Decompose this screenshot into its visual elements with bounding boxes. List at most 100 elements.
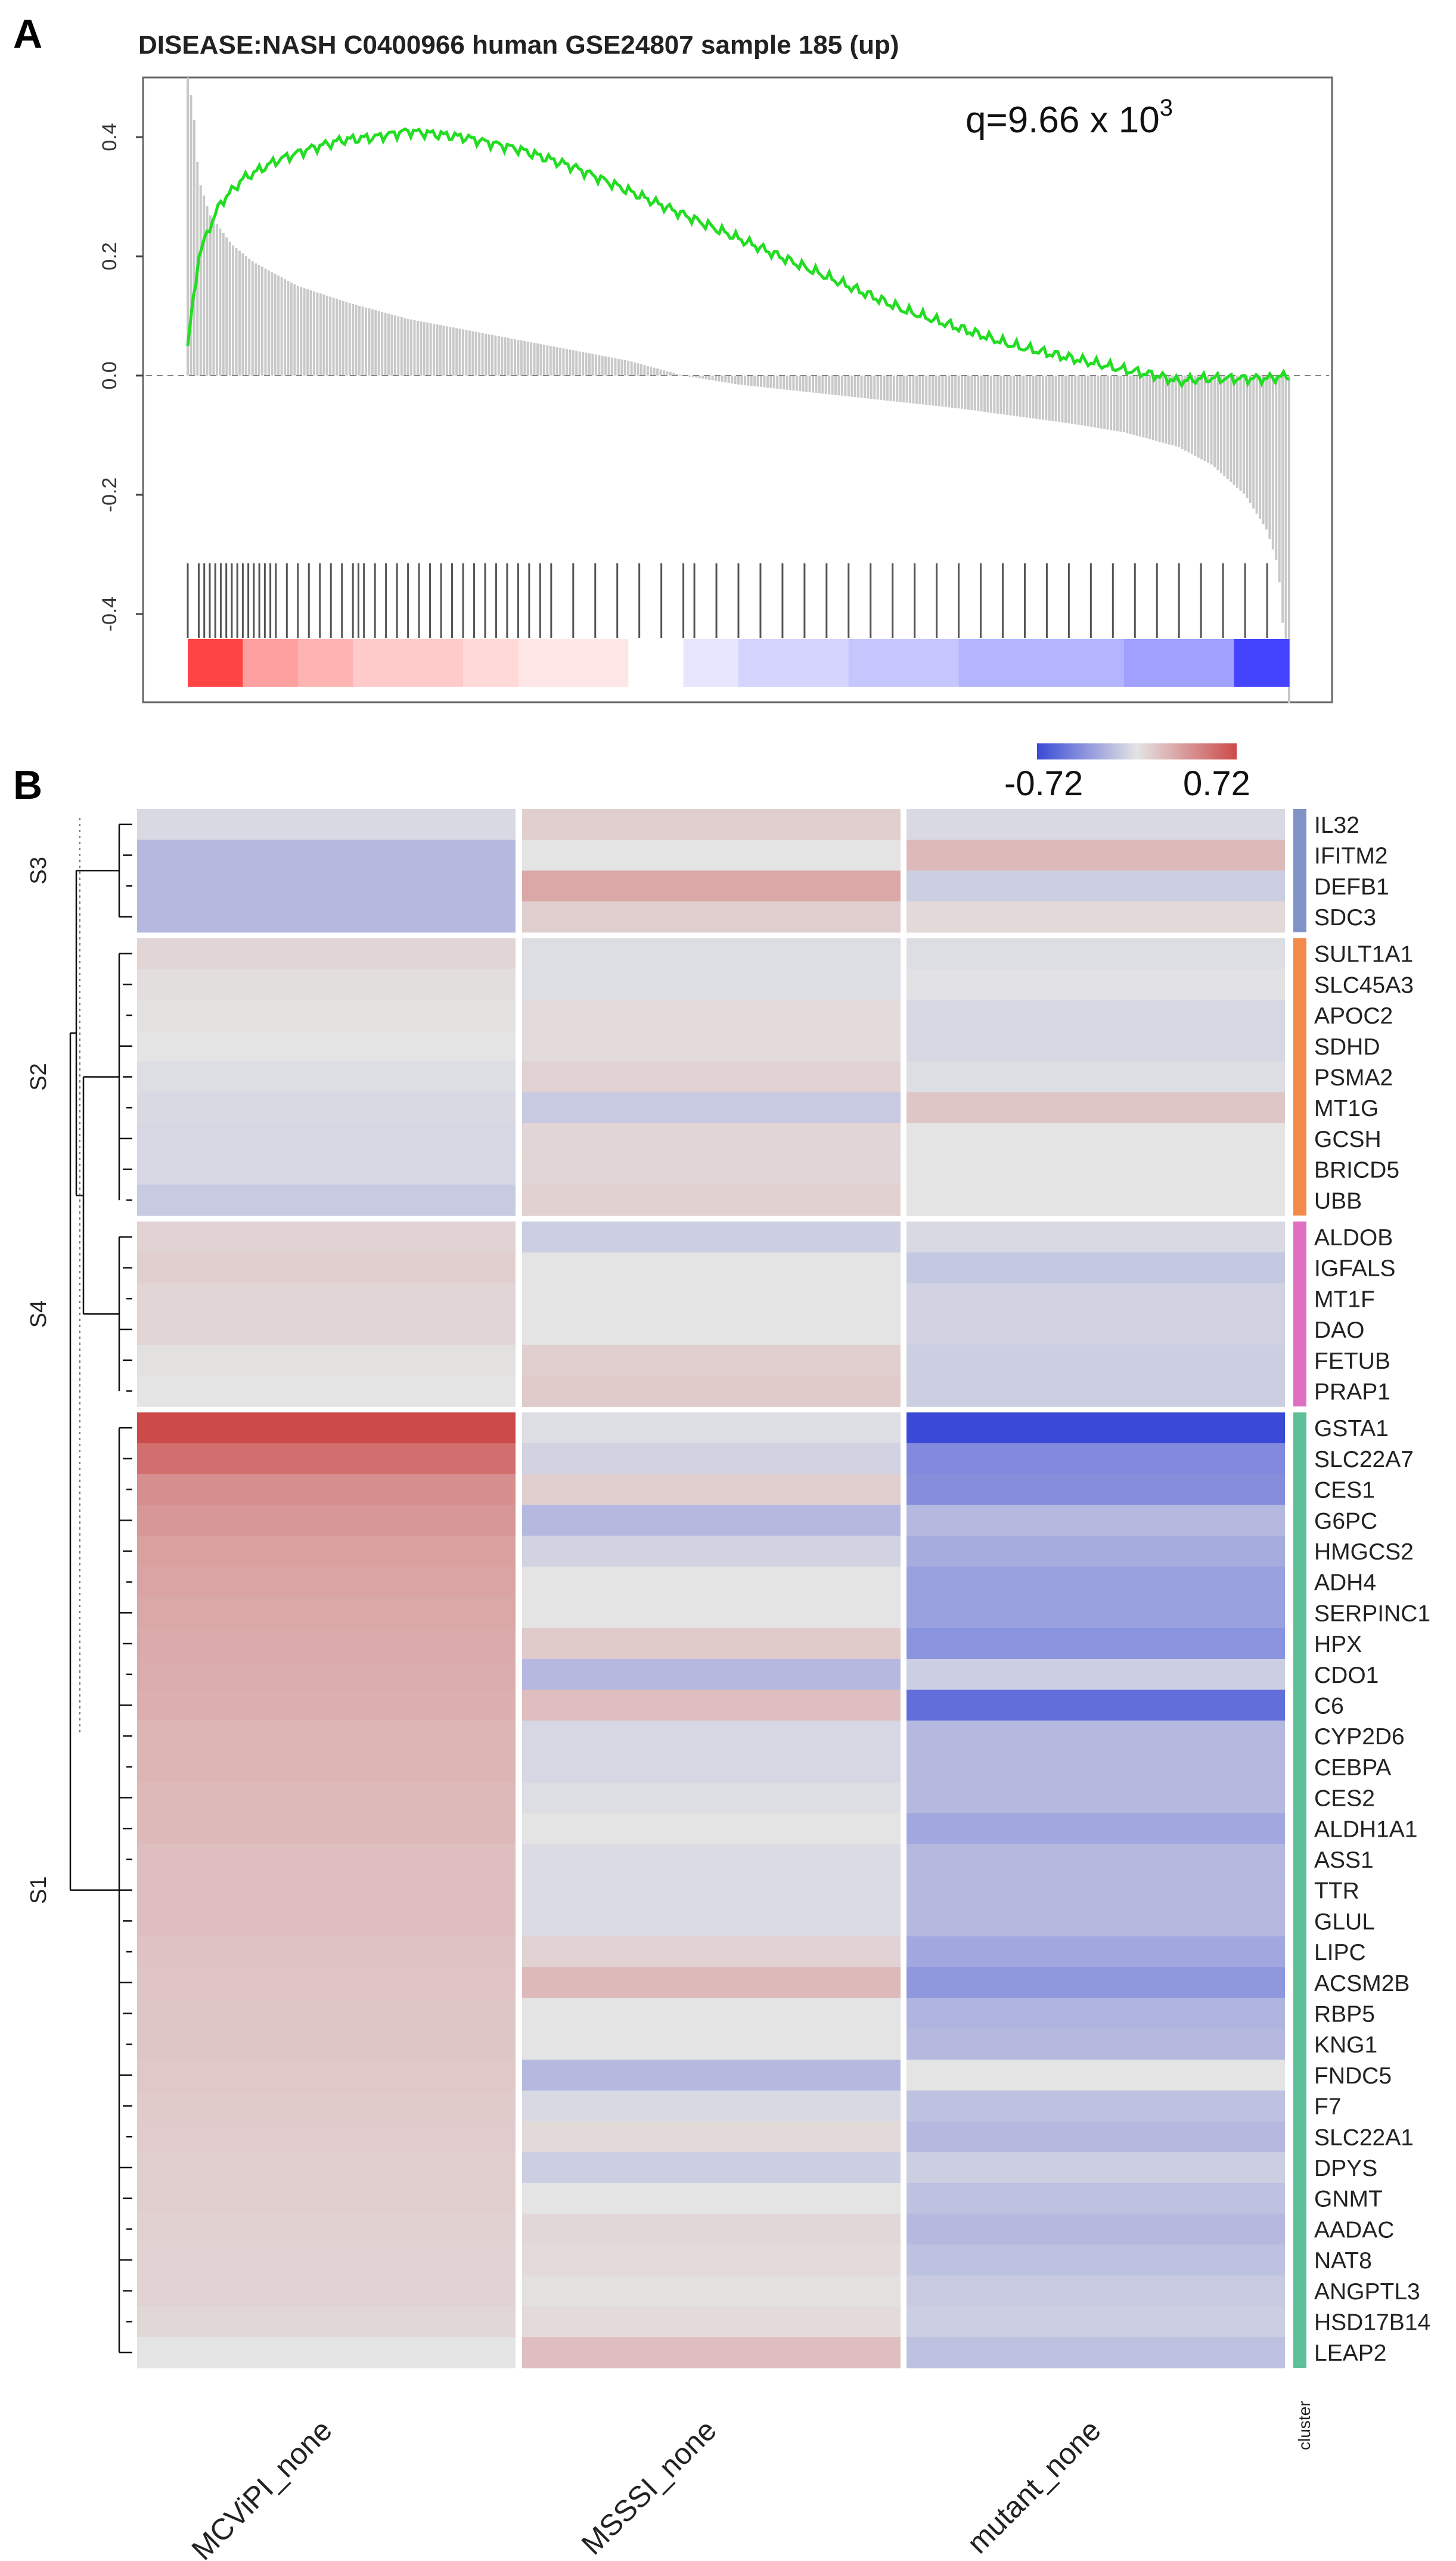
heatmap-cell — [137, 1905, 516, 1937]
heatmap-cell — [137, 1813, 516, 1844]
heatmap-cell — [522, 2337, 901, 2368]
panel-a-label: A — [13, 11, 42, 57]
row-dendrogram — [69, 818, 132, 2354]
heatmap-cell — [906, 1412, 1285, 1444]
heatmap-cell — [906, 1905, 1285, 1937]
cluster-labels: S3 S2 S4 S1 — [26, 857, 51, 1904]
heatmap-cell — [906, 2275, 1285, 2307]
gene-label: ASS1 — [1314, 1847, 1374, 1873]
heatmap-cell — [522, 901, 901, 933]
rank-color-segment — [1123, 639, 1179, 687]
heatmap-cell — [137, 1375, 516, 1407]
heatmap-cell — [137, 1628, 516, 1660]
rank-color-segment — [793, 639, 849, 687]
rank-colorbar — [188, 639, 1290, 687]
heatmap-cell — [137, 1252, 516, 1284]
heatmap-cell — [522, 809, 901, 841]
column-label: mutant_none — [961, 2413, 1107, 2560]
heatmap-cell — [137, 2090, 516, 2122]
cluster-color-bar — [1293, 938, 1306, 1216]
heatmap-cell — [522, 1154, 901, 1185]
heatmap-cell — [906, 839, 1285, 871]
cluster-color-bar — [1293, 1221, 1306, 1407]
gene-label: CYP2D6 — [1314, 1724, 1405, 1750]
heatmap-cell — [906, 1597, 1285, 1629]
cluster-color-bar — [1293, 1412, 1306, 2368]
gene-label: HSD17B14 — [1314, 2309, 1430, 2335]
gene-label: ALDH1A1 — [1314, 1816, 1417, 1842]
heatmap-cell — [137, 2275, 516, 2307]
heatmap-cell — [906, 870, 1285, 902]
gene-label: CDO1 — [1314, 1663, 1379, 1688]
gene-label: NAT8 — [1314, 2248, 1372, 2274]
heatmap-cell — [522, 870, 901, 902]
heatmap-cell — [906, 1375, 1285, 1407]
heatmap-cell — [522, 1936, 901, 1968]
heatmap-cells — [137, 809, 1285, 2368]
heatmap-cell — [522, 1844, 901, 1875]
rank-color-segment — [188, 639, 243, 687]
heatmap-cell — [522, 1782, 901, 1813]
heatmap-cell — [522, 2306, 901, 2337]
heatmap-cell — [906, 1443, 1285, 1475]
heatmap-cell — [137, 1998, 516, 2029]
heatmap-cell — [906, 1000, 1285, 1031]
gene-label: CEBPA — [1314, 1755, 1391, 1781]
gene-label: MT1F — [1314, 1286, 1375, 1312]
heatmap-cell — [137, 1967, 516, 1999]
gene-label: HPX — [1314, 1632, 1362, 1657]
gene-label: HMGCS2 — [1314, 1539, 1414, 1565]
heatmap-cell — [906, 2337, 1285, 2368]
heatmap-cell — [137, 1000, 516, 1031]
heatmap-cell — [137, 1344, 516, 1376]
heatmap-cell — [137, 938, 516, 970]
gene-label: CES1 — [1314, 1478, 1375, 1503]
heatmap-cell — [906, 1967, 1285, 1999]
heatmap-cell — [906, 1344, 1285, 1376]
heatmap-cell — [906, 1061, 1285, 1093]
gene-label: TTR — [1314, 1878, 1359, 1904]
heatmap-cell — [522, 1536, 901, 1567]
legend-min-label: -0.72 — [1004, 764, 1083, 803]
panel-a-plot-frame — [142, 76, 1333, 703]
heatmap-cell — [906, 2090, 1285, 2122]
heatmap-cell — [522, 1505, 901, 1536]
heatmap-cell — [906, 1844, 1285, 1875]
heatmap-cell — [522, 1874, 901, 1906]
heatmap-cell — [522, 2090, 901, 2122]
legend-max-label: 0.72 — [1183, 764, 1250, 803]
heatmap-cell — [522, 1252, 901, 1284]
panel-a-title: DISEASE:NASH C0400966 human GSE24807 sam… — [138, 30, 899, 60]
q-value-exponent: 3 — [1160, 95, 1173, 121]
rank-color-segment — [1014, 639, 1069, 687]
cluster-label: S3 — [26, 857, 51, 884]
rank-color-segment — [1234, 639, 1290, 687]
gene-label: SDHD — [1314, 1034, 1380, 1060]
heatmap-cell — [522, 1566, 901, 1598]
heatmap-cell — [137, 809, 516, 841]
heatmap-cell — [906, 1813, 1285, 1844]
heatmap-cell — [522, 1221, 901, 1253]
heatmap-cell — [137, 1443, 516, 1475]
heatmap-cell — [137, 1123, 516, 1155]
heatmap-cell — [906, 1123, 1285, 1155]
heatmap-cell — [906, 1283, 1285, 1314]
heatmap-cell — [906, 1505, 1285, 1536]
rank-color-segment — [628, 639, 684, 687]
panel-a-y-axis: 0.4 0.2 0.0 -0.2 -0.4 — [98, 123, 143, 631]
heatmap-cell — [522, 1412, 901, 1444]
heatmap-cell — [137, 1474, 516, 1505]
heatmap-cell — [137, 969, 516, 1000]
gene-label: SULT1A1 — [1314, 942, 1413, 968]
column-labels: MCViPI_none MSSSI_none mutant_none — [185, 2413, 1107, 2561]
rank-color-segment — [683, 639, 739, 687]
rank-color-segment — [243, 639, 299, 687]
heatmap-cell — [522, 1185, 901, 1216]
heatmap-cell — [137, 1658, 516, 1691]
heatmap-cell — [522, 1998, 901, 2029]
heatmap-cell — [906, 938, 1285, 970]
heatmap-cell — [137, 1030, 516, 1062]
heatmap-cell — [906, 1474, 1285, 1505]
heatmap-cell — [906, 2213, 1285, 2245]
